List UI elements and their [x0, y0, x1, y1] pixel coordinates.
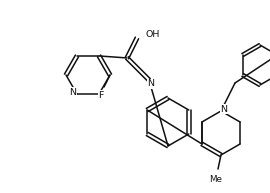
Text: F: F [98, 91, 104, 100]
Text: N: N [69, 88, 76, 96]
Text: N: N [221, 104, 228, 113]
Text: Me: Me [210, 174, 222, 184]
Text: OH: OH [145, 30, 159, 39]
Text: N: N [147, 80, 154, 88]
